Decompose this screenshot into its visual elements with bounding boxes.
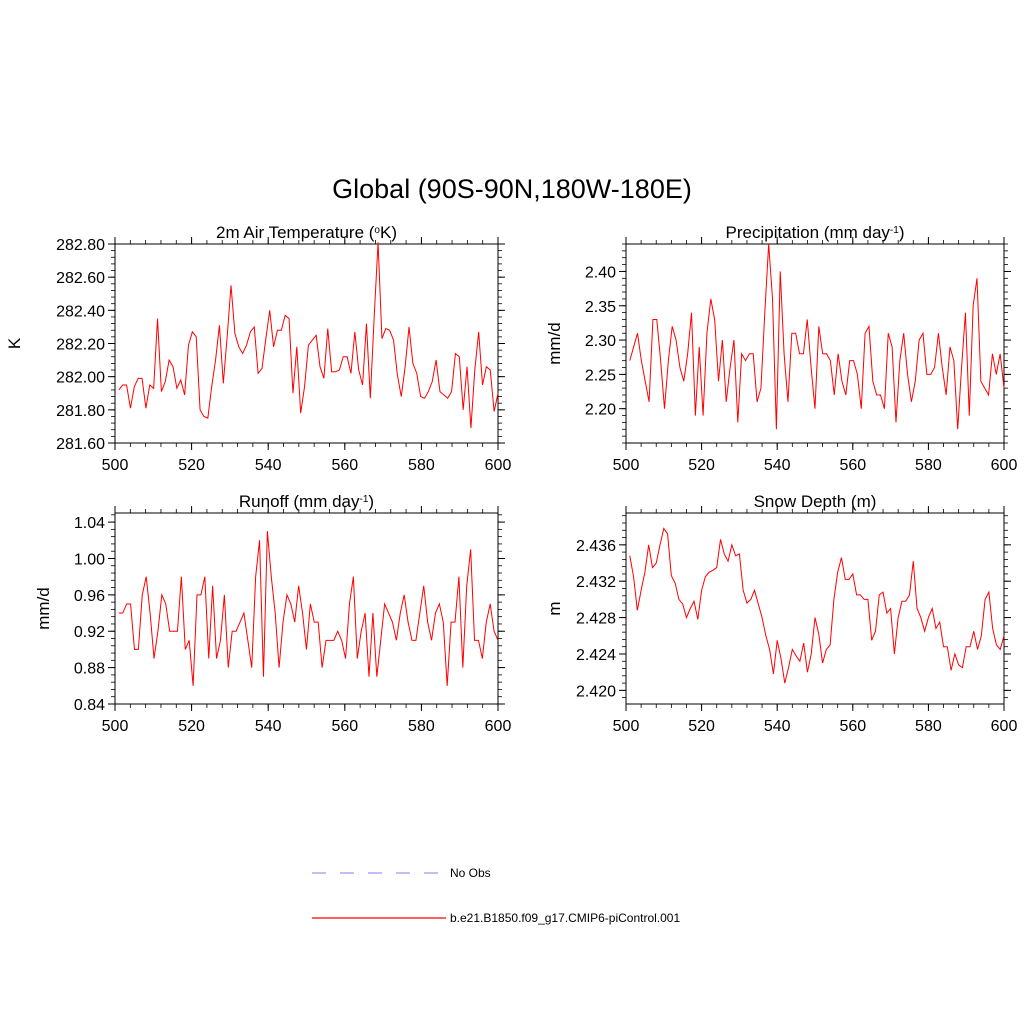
y-tick-label: 281.60 [56,436,105,453]
plot-frame [625,243,1005,444]
y-tick-label: 282.20 [56,337,105,354]
y-tick-label: 2.428 [576,611,616,628]
y-tick-label: 282.00 [56,370,105,387]
y-tick-label: 2.420 [576,683,616,700]
y-tick-label: 2.436 [576,538,616,555]
x-tick-label: 560 [331,457,358,474]
x-tick-label: 540 [764,718,791,735]
panels: 500 520 540 560 580 600 281.60 281.80 282.00 282.… [5,223,1017,735]
y-tick-label: 282.40 [56,303,105,320]
legend-case-label: b.e21.B1850.f09_g17.CMIP6-piControl.001 [450,911,680,925]
panel-title: Snow Depth (m) [754,492,877,511]
y-tick-label: 2.424 [576,647,616,664]
figure-title: Global (90S-90N,180W-180E) [332,174,692,204]
x-tick-label: 540 [764,457,791,474]
series-line [118,242,499,429]
x-tick-label: 600 [991,718,1018,735]
series-line [629,527,1005,684]
y-axis-label: m [545,601,564,615]
x-tick-label: 500 [613,457,640,474]
y-axis-label: mm/d [545,322,564,365]
x-tick-label: 580 [408,718,435,735]
y-tick-label: 0.96 [74,588,105,605]
x-tick-label: 560 [839,718,866,735]
x-tick-label: 560 [839,457,866,474]
x-tick-label: 560 [331,718,358,735]
y-tick-label: 2.25 [585,367,616,384]
x-tick-label: 600 [485,457,512,474]
x-tick-label: 580 [915,457,942,474]
plot-frame [114,512,499,705]
chart-panel-3: 500 520 540 560 580 600 2.420 2.424 2.428 2.432 2.… [545,492,1017,735]
x-tick-label: 540 [255,718,282,735]
y-tick-label: 0.92 [74,624,105,641]
y-axis-label: K [5,337,24,349]
y-tick-label: 1.04 [74,515,105,532]
x-tick-label: 520 [178,457,205,474]
x-tick-label: 520 [688,457,715,474]
plot-frame [625,512,1005,705]
x-tick-label: 500 [102,457,129,474]
legend-obs-label: No Obs [450,866,491,880]
y-tick-label: 2.30 [585,333,616,350]
y-axis-label: mm/d [34,587,53,630]
legend: No Obs b.e21.B1850.f09_g17.CMIP6-piContr… [312,866,680,925]
series-line [118,531,499,686]
y-tick-label: 2.432 [576,574,616,591]
plot-frame [114,243,499,444]
y-tick-label: 1.00 [74,551,105,568]
x-tick-label: 580 [915,718,942,735]
x-tick-label: 520 [178,718,205,735]
x-tick-label: 600 [485,718,512,735]
panel-title: 2m Air Temperature (oK) [216,223,397,242]
panel-title: Precipitation (mm day-1) [726,223,905,242]
chart-panel-2: 500 520 540 560 580 600 0.84 0.88 0.92 0.96 1.00 1.… [34,492,511,735]
x-tick-label: 500 [613,718,640,735]
x-tick-label: 520 [688,718,715,735]
chart-panel-1: 500 520 540 560 580 600 2.20 2.25 2.30 2.35 2.40 Pr… [545,223,1017,474]
y-tick-label: 2.20 [585,402,616,419]
y-tick-label: 2.35 [585,299,616,316]
x-tick-label: 600 [991,457,1018,474]
y-tick-label: 0.84 [74,697,105,714]
panel-title: Runoff (mm day-1) [239,492,374,511]
x-tick-label: 580 [408,457,435,474]
x-tick-label: 540 [255,457,282,474]
y-tick-label: 0.88 [74,661,105,678]
y-tick-label: 282.80 [56,237,105,254]
y-tick-label: 281.80 [56,403,105,420]
series-line [629,243,1005,430]
x-tick-label: 500 [102,718,129,735]
y-tick-label: 282.60 [56,270,105,287]
chart-panel-0: 500 520 540 560 580 600 281.60 281.80 282.00 282.… [5,223,511,474]
y-tick-label: 2.40 [585,264,616,281]
